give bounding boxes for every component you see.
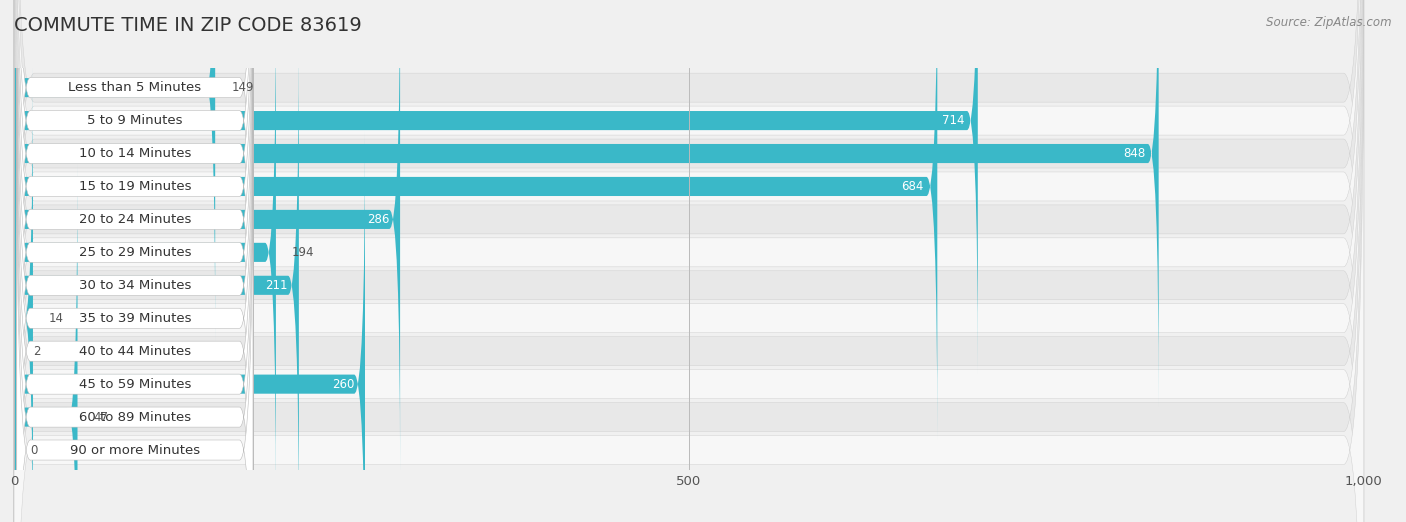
Text: Less than 5 Minutes: Less than 5 Minutes: [69, 81, 201, 94]
FancyBboxPatch shape: [17, 98, 253, 522]
Text: 15 to 19 Minutes: 15 to 19 Minutes: [79, 180, 191, 193]
Text: 14: 14: [49, 312, 65, 325]
Text: 35 to 39 Minutes: 35 to 39 Minutes: [79, 312, 191, 325]
FancyBboxPatch shape: [17, 65, 253, 522]
FancyBboxPatch shape: [14, 0, 938, 441]
FancyBboxPatch shape: [17, 32, 253, 522]
FancyBboxPatch shape: [17, 0, 253, 506]
FancyBboxPatch shape: [14, 0, 1364, 522]
FancyBboxPatch shape: [14, 0, 215, 341]
Text: 149: 149: [232, 81, 254, 94]
Text: 20 to 24 Minutes: 20 to 24 Minutes: [79, 213, 191, 226]
FancyBboxPatch shape: [17, 0, 253, 440]
FancyBboxPatch shape: [14, 0, 1364, 522]
FancyBboxPatch shape: [14, 0, 1364, 522]
Text: 2: 2: [32, 345, 41, 358]
Text: 286: 286: [367, 213, 389, 226]
FancyBboxPatch shape: [14, 64, 32, 522]
Text: 211: 211: [266, 279, 288, 292]
Text: 60 to 89 Minutes: 60 to 89 Minutes: [79, 411, 191, 423]
Text: 714: 714: [942, 114, 965, 127]
FancyBboxPatch shape: [17, 0, 253, 522]
FancyBboxPatch shape: [14, 0, 1364, 522]
FancyBboxPatch shape: [14, 0, 1364, 522]
FancyBboxPatch shape: [14, 0, 1364, 522]
Text: 194: 194: [292, 246, 315, 259]
Text: 848: 848: [1123, 147, 1144, 160]
Text: 5 to 9 Minutes: 5 to 9 Minutes: [87, 114, 183, 127]
FancyBboxPatch shape: [14, 163, 77, 522]
FancyBboxPatch shape: [17, 0, 253, 522]
Text: Source: ZipAtlas.com: Source: ZipAtlas.com: [1267, 16, 1392, 29]
Text: 25 to 29 Minutes: 25 to 29 Minutes: [79, 246, 191, 259]
FancyBboxPatch shape: [14, 0, 1364, 522]
FancyBboxPatch shape: [14, 0, 401, 473]
Text: COMMUTE TIME IN ZIP CODE 83619: COMMUTE TIME IN ZIP CODE 83619: [14, 16, 361, 34]
Text: 10 to 14 Minutes: 10 to 14 Minutes: [79, 147, 191, 160]
FancyBboxPatch shape: [14, 31, 299, 522]
FancyBboxPatch shape: [17, 0, 253, 522]
FancyBboxPatch shape: [14, 0, 1364, 522]
FancyBboxPatch shape: [14, 0, 977, 375]
FancyBboxPatch shape: [14, 0, 1364, 522]
Text: 90 or more Minutes: 90 or more Minutes: [70, 444, 200, 457]
Text: 260: 260: [332, 377, 354, 390]
Text: 47: 47: [94, 411, 108, 423]
FancyBboxPatch shape: [14, 0, 1364, 522]
FancyBboxPatch shape: [14, 0, 276, 506]
FancyBboxPatch shape: [14, 0, 1364, 522]
FancyBboxPatch shape: [6, 97, 25, 522]
FancyBboxPatch shape: [14, 130, 366, 522]
Text: 684: 684: [901, 180, 924, 193]
Text: 0: 0: [31, 444, 38, 457]
Text: 45 to 59 Minutes: 45 to 59 Minutes: [79, 377, 191, 390]
Text: 40 to 44 Minutes: 40 to 44 Minutes: [79, 345, 191, 358]
FancyBboxPatch shape: [14, 0, 1364, 522]
FancyBboxPatch shape: [17, 0, 253, 522]
FancyBboxPatch shape: [17, 0, 253, 473]
FancyBboxPatch shape: [17, 0, 253, 407]
FancyBboxPatch shape: [17, 130, 253, 522]
FancyBboxPatch shape: [14, 0, 1159, 408]
Text: 30 to 34 Minutes: 30 to 34 Minutes: [79, 279, 191, 292]
